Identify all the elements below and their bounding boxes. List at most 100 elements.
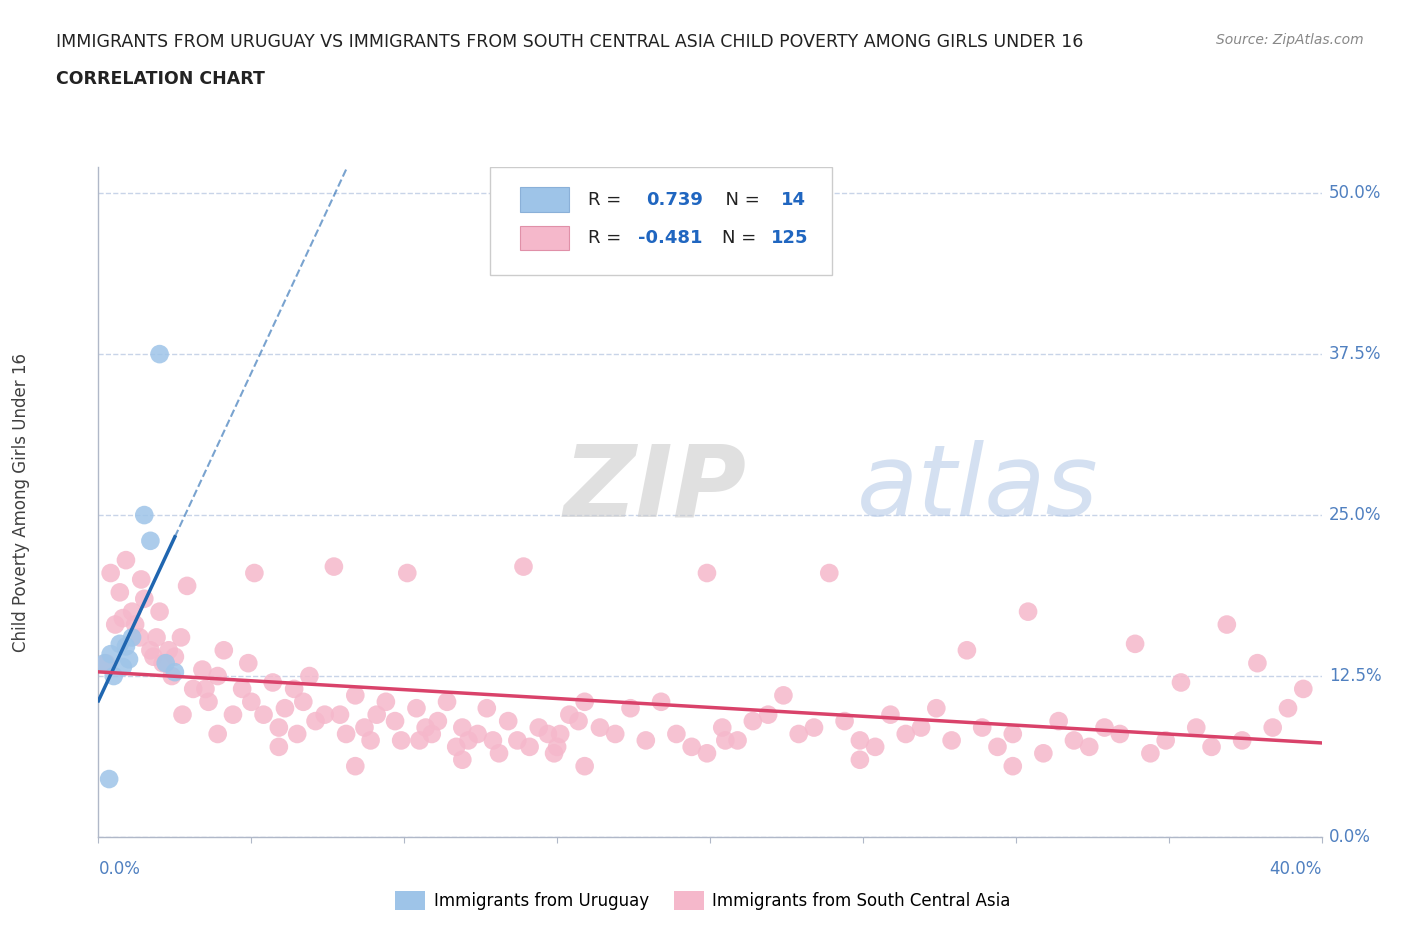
Point: [1063, 733, 1085, 748]
Point: [634, 733, 657, 748]
Point: [172, 707, 194, 722]
Point: [1108, 726, 1130, 741]
Point: [314, 707, 336, 722]
Legend: Immigrants from Uruguay, Immigrants from South Central Asia: Immigrants from Uruguay, Immigrants from…: [388, 884, 1018, 917]
Text: N =: N =: [714, 191, 765, 208]
Text: Child Poverty Among Girls Under 16: Child Poverty Among Girls Under 16: [13, 352, 30, 652]
Point: [103, 669, 125, 684]
Text: 0.739: 0.739: [647, 191, 703, 208]
Point: [420, 726, 443, 741]
Point: [396, 565, 419, 580]
Point: [292, 695, 315, 710]
Point: [1017, 604, 1039, 619]
Point: [108, 636, 131, 651]
Point: [451, 752, 474, 767]
Text: CORRELATION CHART: CORRELATION CHART: [56, 70, 266, 87]
Point: [512, 559, 534, 574]
Point: [285, 726, 308, 741]
Point: [548, 726, 571, 741]
Point: [787, 726, 810, 741]
Text: R =: R =: [588, 191, 627, 208]
Point: [194, 682, 217, 697]
Point: [384, 713, 406, 728]
Point: [711, 720, 734, 735]
Point: [941, 733, 963, 748]
Point: [344, 759, 367, 774]
Point: [267, 739, 290, 754]
Point: [252, 707, 274, 722]
Point: [605, 726, 627, 741]
Point: [537, 726, 560, 741]
Point: [170, 630, 193, 644]
Point: [157, 643, 180, 658]
Point: [104, 618, 127, 632]
Point: [1078, 739, 1101, 754]
Point: [1216, 618, 1239, 632]
Point: [267, 720, 290, 735]
Text: N =: N =: [723, 229, 762, 246]
Point: [212, 643, 235, 658]
Text: 40.0%: 40.0%: [1270, 860, 1322, 878]
Point: [93, 656, 115, 671]
Point: [546, 739, 568, 754]
Point: [488, 746, 510, 761]
Point: [108, 585, 131, 600]
Point: [451, 720, 474, 735]
Point: [894, 726, 917, 741]
Text: 0.0%: 0.0%: [1329, 828, 1371, 846]
Point: [405, 701, 427, 716]
Point: [496, 713, 519, 728]
Point: [681, 739, 703, 754]
Text: 125: 125: [772, 229, 808, 246]
FancyBboxPatch shape: [520, 226, 569, 250]
Point: [128, 630, 150, 644]
Text: ZIP: ZIP: [564, 440, 747, 538]
Point: [191, 662, 214, 677]
Point: [879, 707, 901, 722]
Point: [139, 534, 162, 549]
Text: Source: ZipAtlas.com: Source: ZipAtlas.com: [1216, 33, 1364, 46]
Point: [207, 669, 229, 684]
Point: [574, 695, 596, 710]
Point: [925, 701, 948, 716]
Point: [149, 604, 172, 619]
Point: [818, 565, 841, 580]
Point: [145, 630, 167, 644]
Point: [589, 720, 612, 735]
Point: [231, 682, 253, 697]
Point: [1185, 720, 1208, 735]
Point: [389, 733, 412, 748]
Text: 0.0%: 0.0%: [98, 860, 141, 878]
Point: [118, 652, 141, 667]
Point: [115, 639, 138, 654]
Point: [986, 739, 1008, 754]
Point: [304, 713, 326, 728]
Point: [160, 669, 183, 684]
Point: [1277, 701, 1299, 716]
Point: [155, 656, 177, 671]
Point: [1246, 656, 1268, 671]
Point: [506, 733, 529, 748]
Point: [139, 643, 162, 658]
Point: [329, 707, 352, 722]
Text: -0.481: -0.481: [638, 229, 703, 246]
Point: [834, 713, 856, 728]
Text: 12.5%: 12.5%: [1329, 667, 1381, 685]
Point: [1292, 682, 1315, 697]
Point: [910, 720, 932, 735]
Point: [444, 739, 467, 754]
Point: [696, 565, 718, 580]
Point: [283, 682, 305, 697]
Point: [121, 630, 143, 644]
Point: [863, 739, 886, 754]
Point: [543, 746, 565, 761]
Point: [527, 720, 550, 735]
Point: [956, 643, 979, 658]
Point: [152, 656, 174, 671]
Point: [475, 701, 498, 716]
Point: [111, 659, 134, 674]
Text: atlas: atlas: [856, 440, 1098, 538]
Point: [1094, 720, 1116, 735]
Point: [849, 733, 872, 748]
Point: [353, 720, 375, 735]
